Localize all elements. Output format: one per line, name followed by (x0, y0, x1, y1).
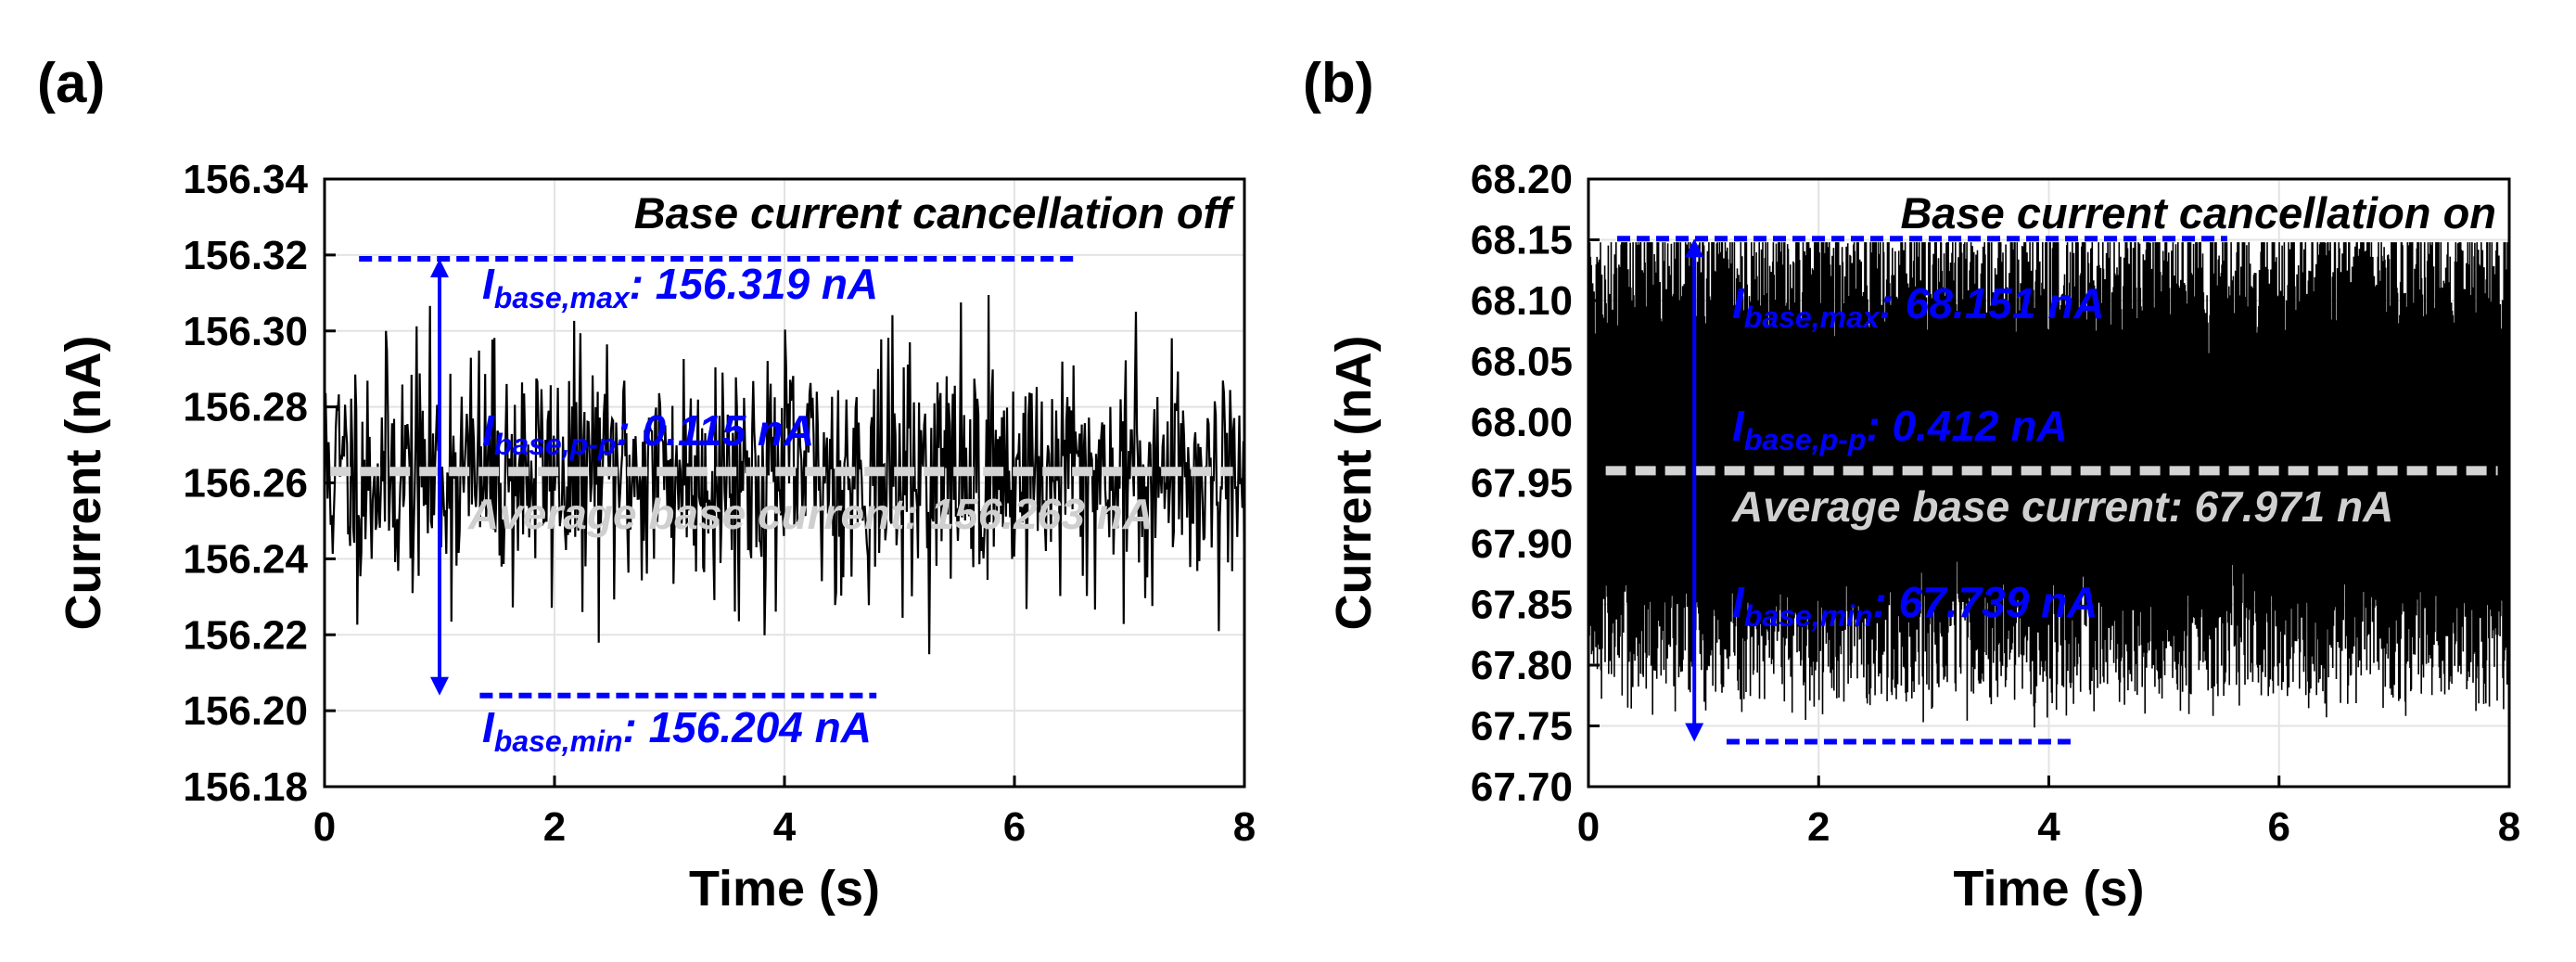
y-tick-label: 68.05 (1471, 340, 1573, 385)
y-tick-label: 156.30 (183, 309, 308, 354)
series-line (1588, 242, 2509, 728)
x-axis-label: Time (s) (689, 861, 880, 917)
y-tick-label: 156.34 (183, 157, 308, 202)
x-tick-label: 0 (1577, 804, 1600, 850)
x-tick-label: 6 (2268, 804, 2290, 850)
chart-title: Base current cancellation off (634, 188, 1236, 237)
range-arrow-head-bottom (430, 676, 449, 696)
y-tick-label: 68.20 (1471, 157, 1573, 202)
range-arrow-head-bottom (1685, 723, 1704, 742)
chart-title: Base current cancellation on (1900, 188, 2496, 237)
y-tick-label: 156.32 (183, 233, 308, 278)
range-arrow-head-top (1685, 238, 1704, 258)
y-tick-label: 156.28 (183, 385, 308, 430)
x-tick-label: 4 (2037, 804, 2060, 850)
x-tick-label: 4 (773, 804, 797, 850)
annotation-average: Average base current: 156.263 nA (467, 490, 1154, 538)
panel-a: (a) 0 2 4 6 8 156.18 156.20 156.22 156.24 156.26 15… (37, 52, 1256, 917)
y-axis-label: Current (nA) (1326, 336, 1382, 631)
panel-label: (b) (1303, 52, 1374, 114)
x-tick-label: 2 (543, 804, 566, 850)
annotation-max: Ibase,max: 68.151 nA (1732, 279, 2105, 334)
y-tick-label: 156.22 (183, 612, 308, 658)
annotation-min: Ibase,min: 67.739 nA (1732, 578, 2098, 633)
y-tick-label: 67.80 (1471, 643, 1573, 688)
y-tick-label: 156.24 (183, 536, 308, 582)
y-tick-label: 67.85 (1471, 583, 1573, 628)
y-tick-label: 67.70 (1471, 764, 1573, 810)
y-tick-label: 68.10 (1471, 278, 1573, 324)
y-tick-label: 68.15 (1471, 218, 1573, 263)
y-tick-label: 156.20 (183, 688, 308, 734)
x-tick-label: 8 (1233, 804, 1256, 850)
annotation-pp: Ibase,p-p: 0.115 nA (482, 406, 814, 461)
x-tick-label: 8 (2498, 804, 2520, 850)
y-tick-label: 68.00 (1471, 400, 1573, 445)
panel-label: (a) (37, 52, 105, 114)
y-tick-label: 67.90 (1471, 521, 1573, 567)
annotation-min: Ibase,min: 156.204 nA (482, 703, 872, 758)
x-tick-label: 2 (1807, 804, 1830, 850)
panel-b: (b) 0 2 4 6 8 67.70 67.75 67.80 67.85 67.90 67.95 68… (1303, 52, 2520, 917)
annotation-average: Average base current: 67.971 nA (1731, 482, 2393, 531)
y-tick-label: 67.95 (1471, 461, 1573, 507)
annotation-pp: Ibase,p-p: 0.412 nA (1732, 402, 2068, 456)
y-tick-label: 67.75 (1471, 704, 1573, 750)
x-axis-label: Time (s) (1953, 861, 2144, 917)
x-tick-label: 0 (313, 804, 336, 850)
y-tick-label: 156.26 (183, 461, 308, 507)
range-arrow-head-top (430, 258, 449, 277)
series-line (325, 294, 1244, 655)
y-axis-label: Current (nA) (56, 336, 111, 631)
annotation-max: Ibase,max: 156.319 nA (482, 260, 878, 314)
x-tick-label: 6 (1003, 804, 1026, 850)
y-tick-label: 156.18 (183, 764, 308, 810)
